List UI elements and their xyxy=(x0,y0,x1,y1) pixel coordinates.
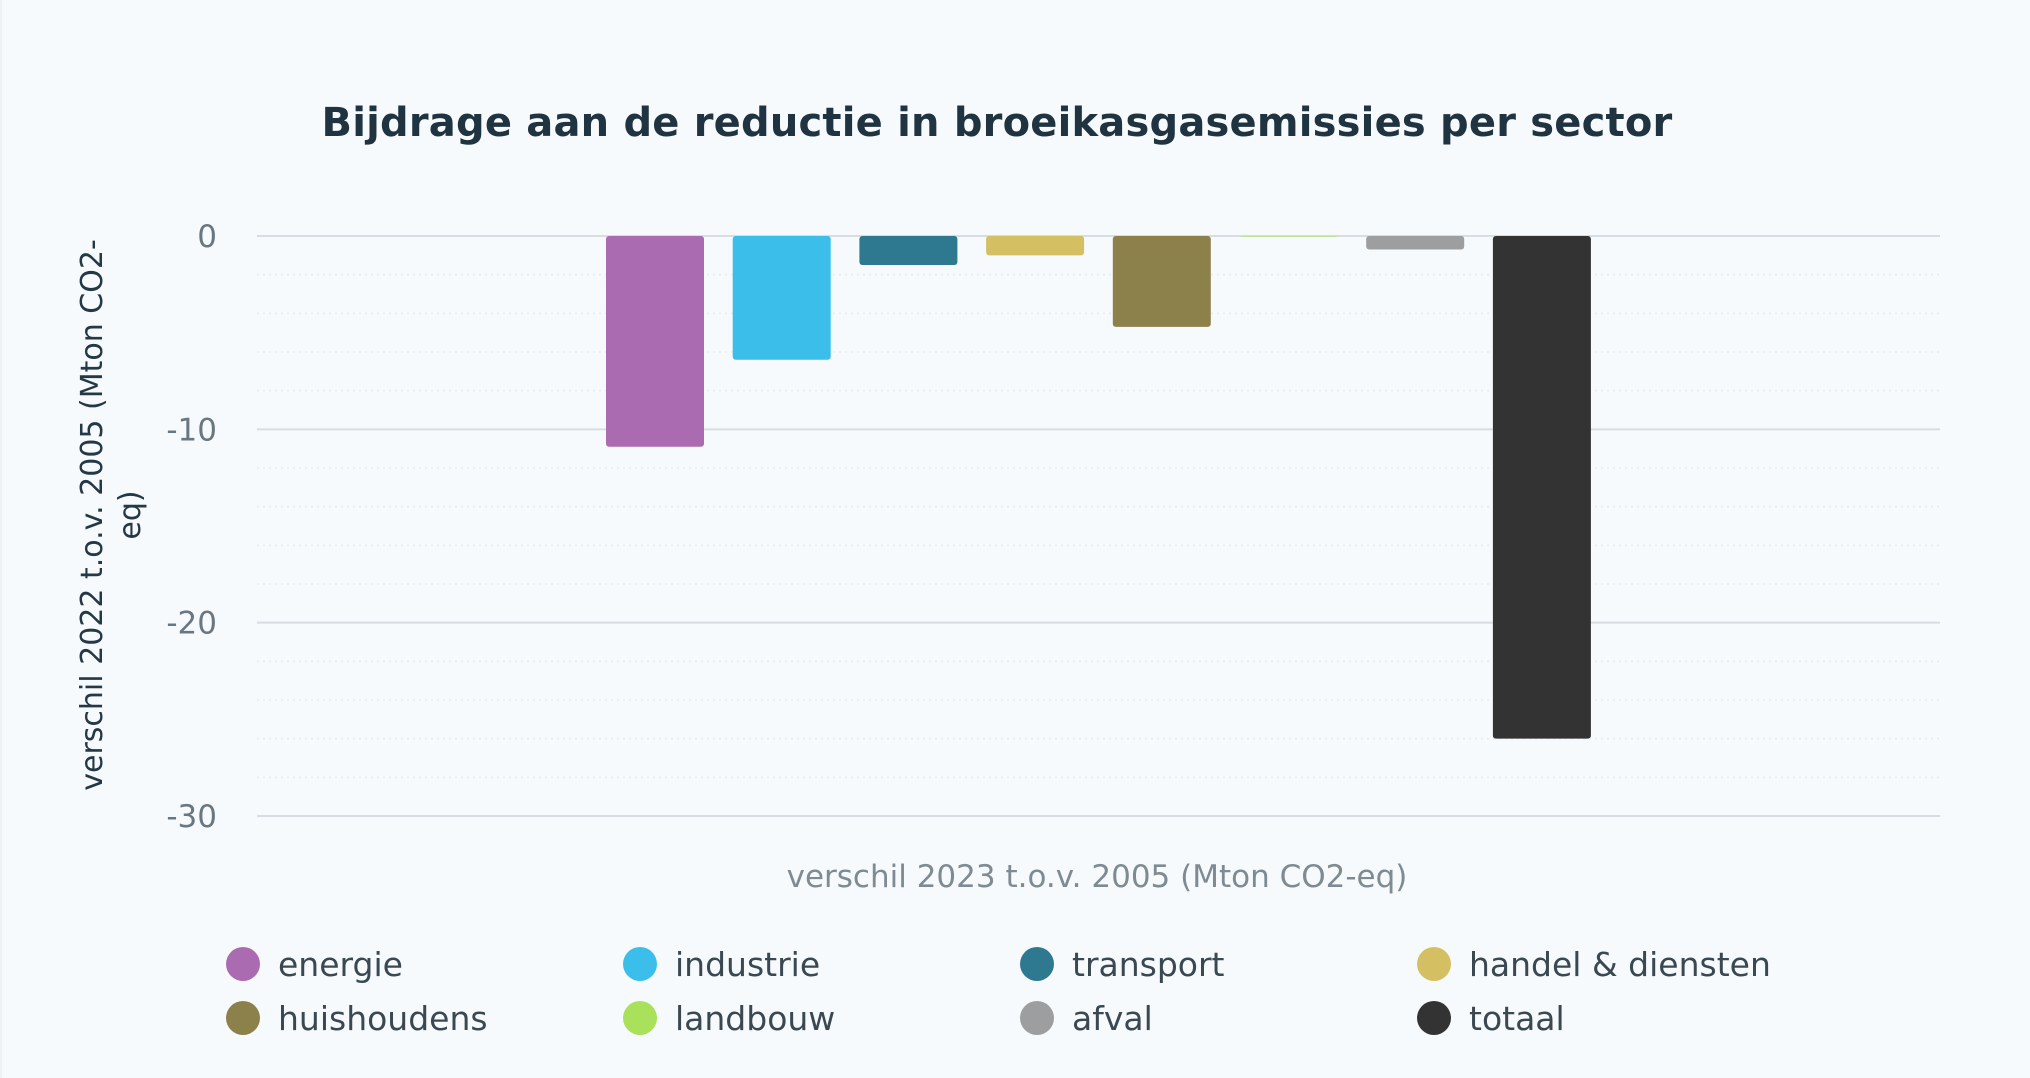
bar-energie[interactable] xyxy=(606,236,704,447)
legend-label: totaal xyxy=(1469,998,1565,1038)
legend-item-handel-diensten[interactable]: handel & diensten xyxy=(1417,944,1837,984)
legend-swatch xyxy=(1020,1001,1054,1035)
legend-label: handel & diensten xyxy=(1469,944,1771,984)
legend-swatch xyxy=(623,1001,657,1035)
bar-afval[interactable] xyxy=(1366,236,1465,250)
bar-transport[interactable] xyxy=(859,236,958,265)
legend-label: energie xyxy=(278,944,403,984)
x-axis-title: verschil 2023 t.o.v. 2005 (Mton CO2-eq) xyxy=(787,859,1408,895)
legend-item-industrie[interactable]: industrie xyxy=(623,944,1020,984)
y-tick-label: -30 xyxy=(166,799,217,835)
legend-label: huishoudens xyxy=(278,998,488,1038)
y-tick-label: 0 xyxy=(197,219,217,255)
legend-swatch xyxy=(226,947,260,981)
legend-item-afval[interactable]: afval xyxy=(1020,998,1417,1038)
legend-label: transport xyxy=(1072,944,1225,984)
bar-landbouw[interactable] xyxy=(1239,236,1338,237)
y-axis-title-line: eq) xyxy=(113,490,148,539)
legend-item-totaal[interactable]: totaal xyxy=(1417,998,1837,1038)
bar-huishoudens[interactable] xyxy=(1112,236,1211,327)
y-axis-ticks: 0 -10 -20 -30 xyxy=(166,219,217,835)
legend-label: industrie xyxy=(675,944,821,984)
legend-item-energie[interactable]: energie xyxy=(226,944,623,984)
bar-totaal[interactable] xyxy=(1492,236,1591,739)
legend-swatch xyxy=(226,1001,260,1035)
legend-swatch xyxy=(1020,947,1054,981)
y-axis-title-line: verschil 2022 t.o.v. 2005 (Mton CO2- xyxy=(75,239,110,791)
legend-item-huishoudens[interactable]: huishoudens xyxy=(226,998,623,1038)
y-tick-label: -10 xyxy=(166,412,217,448)
legend-swatch xyxy=(623,947,657,981)
bar-handel-diensten[interactable] xyxy=(986,236,1085,256)
chart-title: Bijdrage aan de reductie in broeikasgase… xyxy=(321,100,1673,146)
legend-label: afval xyxy=(1072,998,1153,1038)
legend-swatch xyxy=(1417,947,1451,981)
bars xyxy=(606,236,1591,739)
legend-item-transport[interactable]: transport xyxy=(1020,944,1417,984)
legend: energie industrie transport handel & dienst… xyxy=(226,944,1926,1038)
legend-swatch xyxy=(1417,1001,1451,1035)
legend-label: landbouw xyxy=(675,998,836,1038)
gridlines xyxy=(257,235,1940,817)
legend-item-landbouw[interactable]: landbouw xyxy=(623,998,1020,1038)
y-tick-label: -20 xyxy=(166,606,217,642)
y-axis-title: verschil 2022 t.o.v. 2005 (Mton CO2- eq) xyxy=(75,239,148,791)
bar-industrie[interactable] xyxy=(732,236,831,360)
